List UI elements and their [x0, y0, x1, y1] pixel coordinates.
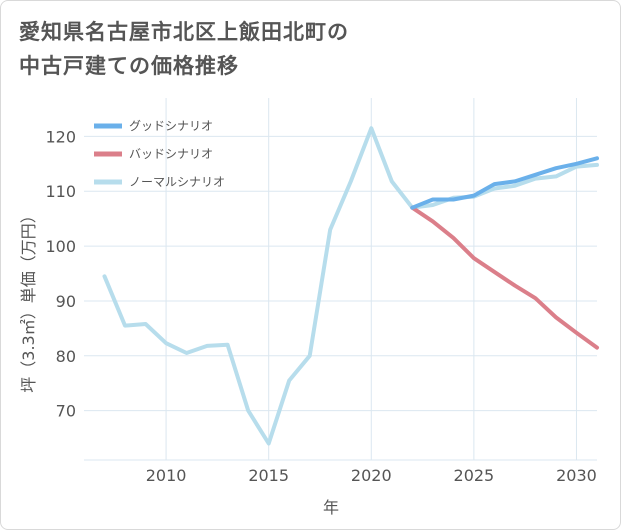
chart-title-line-1: 愛知県名古屋市北区上飯田北町の [19, 20, 349, 44]
x-tick-2030: 2030 [556, 466, 597, 485]
legend-label-1: バッドシナリオ [129, 147, 213, 161]
y-tick-110: 110 [45, 182, 76, 201]
x-tick-2015: 2015 [248, 466, 289, 485]
x-tick-2025: 2025 [454, 466, 495, 485]
chart-title: 愛知県名古屋市北区上飯田北町の 中古戸建ての価格推移 [19, 15, 349, 83]
y-tick-90: 90 [56, 292, 76, 311]
series-line-2 [102, 126, 599, 446]
x-axis-label: 年 [323, 498, 339, 517]
y-tick-80: 80 [56, 347, 76, 366]
x-tick-2020: 2020 [351, 466, 392, 485]
y-tick-70: 70 [56, 402, 76, 421]
legend-label-2: ノーマルシナリオ [129, 175, 225, 189]
grid-lines [84, 98, 597, 461]
y-tick-100: 100 [45, 237, 76, 256]
y-tick-120: 120 [45, 127, 76, 146]
chart-title-line-2: 中古戸建ての価格推移 [19, 54, 239, 78]
legend-label-0: グッドシナリオ [129, 119, 213, 133]
series-line-0 [410, 156, 599, 210]
series-line-1 [410, 205, 599, 350]
axis-ticks: 2010 2015 2020 2025 2030 70 80 90 100 110 120 [45, 127, 596, 485]
x-tick-2010: 2010 [146, 466, 187, 485]
y-axis-label: 坪（3.3㎡）単価（万円） [19, 207, 38, 392]
series-lines [102, 126, 599, 446]
